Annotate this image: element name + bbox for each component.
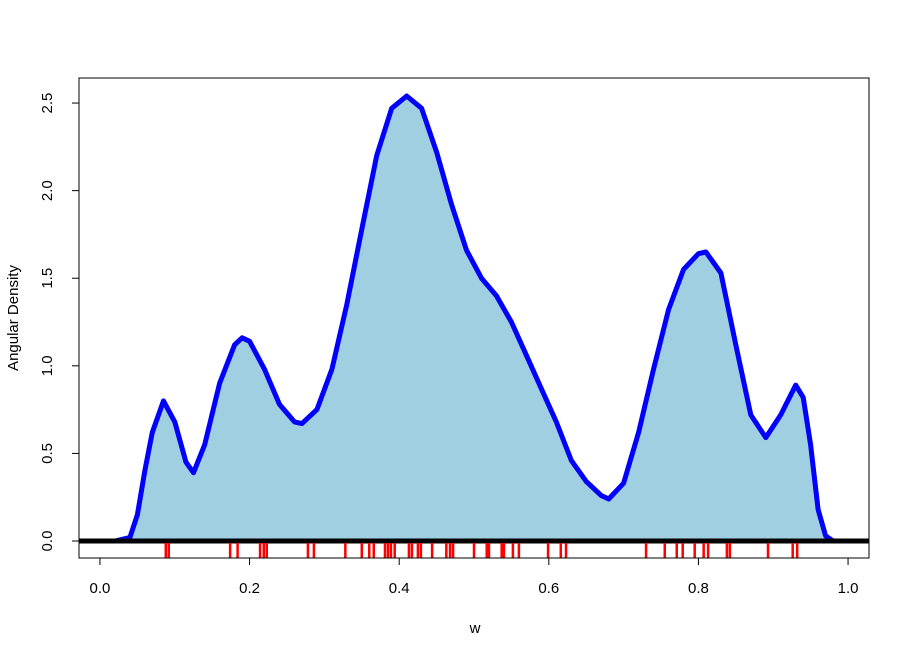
plot-frame <box>78 77 870 559</box>
y-tick-label: 2.0 <box>39 180 56 201</box>
density-area <box>99 96 849 542</box>
x-tick-label: 0.8 <box>688 580 709 597</box>
x-tick-label: 0.2 <box>239 580 260 597</box>
y-tick-label: 0.5 <box>39 443 56 464</box>
y-tick-label: 2.5 <box>39 93 56 114</box>
x-tick-label: 1.0 <box>838 580 859 597</box>
density-line <box>99 93 849 544</box>
x-axis-label: w <box>469 620 481 637</box>
y-tick-label: 1.5 <box>39 268 56 289</box>
x-tick-label: 0.4 <box>389 580 410 597</box>
x-tick-label: 0.6 <box>538 580 559 597</box>
y-tick-label: 0.0 <box>39 531 56 552</box>
y-tick-label: 1.0 <box>39 355 56 376</box>
x-tick-label: 0.0 <box>90 580 111 597</box>
y-axis-label: Angular Density <box>5 265 22 371</box>
